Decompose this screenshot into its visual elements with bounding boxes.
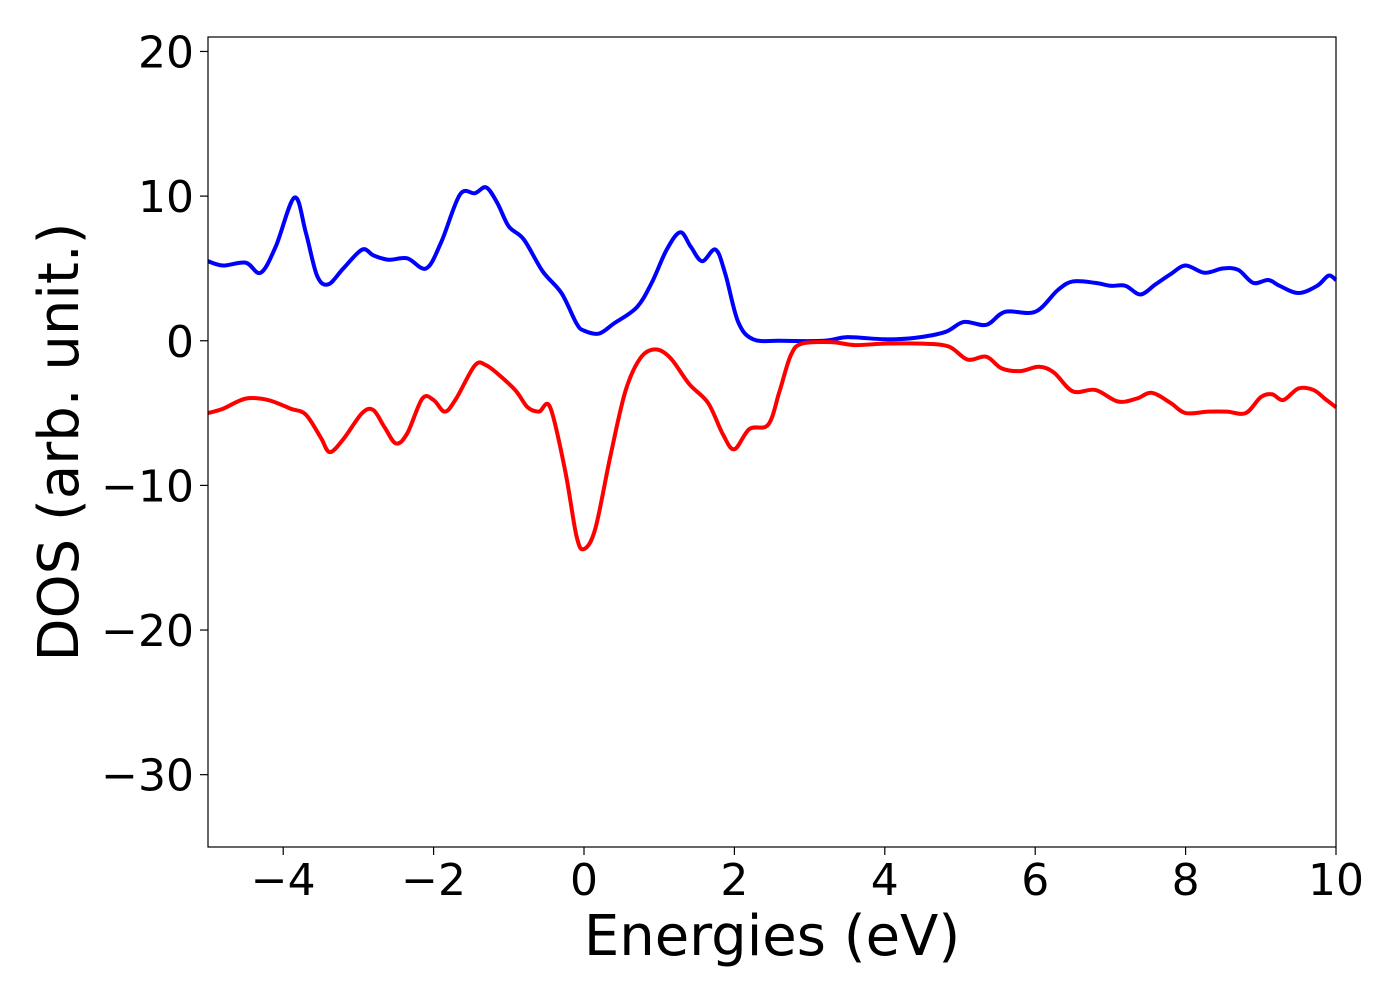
y-tick-label: 0 xyxy=(166,317,194,368)
plot-frame xyxy=(207,36,1337,848)
x-tick-label: 0 xyxy=(570,855,598,906)
y-tick-label: −30 xyxy=(101,751,194,802)
x-tick-label: 10 xyxy=(1308,855,1364,906)
x-axis-label: Energies (eV) xyxy=(584,904,960,969)
series-layer xyxy=(207,185,1338,552)
x-tick-label: −4 xyxy=(251,855,316,906)
x-tick-label: 2 xyxy=(720,855,748,906)
series-line-1 xyxy=(207,185,1338,344)
plot-background xyxy=(208,37,1336,847)
y-tick-label: 20 xyxy=(138,27,194,78)
x-tick-label: 8 xyxy=(1172,855,1200,906)
y-tick-label: 10 xyxy=(138,172,194,223)
x-tick-label: 6 xyxy=(1021,855,1049,906)
y-tick-label: −20 xyxy=(101,606,194,657)
y-axis-label: DOS (arb. unit.) xyxy=(27,222,92,661)
x-tick-label: 4 xyxy=(871,855,899,906)
series-line-2 xyxy=(207,339,1338,552)
y-axis-ticks: 20 10 0 −10 −20 −30 xyxy=(101,27,208,802)
y-tick-label: −10 xyxy=(101,461,194,512)
x-tick-label: −2 xyxy=(401,855,466,906)
x-axis-ticks: −4 −2 0 2 4 6 8 10 xyxy=(251,847,1364,906)
